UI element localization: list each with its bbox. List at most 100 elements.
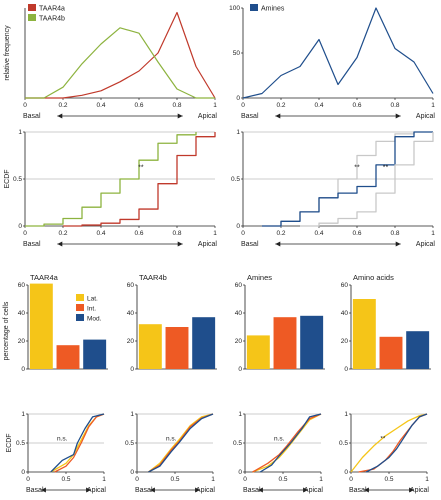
x-tick-label: 1	[213, 230, 217, 237]
y-axis-label: relative frequency	[4, 25, 11, 81]
bar-lat	[246, 335, 270, 369]
x-tick-label: 1	[211, 476, 215, 483]
y-tick-label: 0	[238, 366, 242, 373]
y-tick-label: 20	[127, 338, 135, 345]
legend-label: Lat.	[87, 296, 98, 303]
significance-annotation: **	[354, 165, 360, 172]
legend-label: Mod.	[87, 316, 102, 323]
x-left-label: Basal	[23, 113, 41, 120]
x-tick-label: 1	[319, 476, 323, 483]
x-left-label: Basal	[135, 487, 153, 494]
bar-int	[273, 317, 297, 369]
x-tick-label: 0.6	[352, 102, 361, 109]
x-left-label: Basal	[26, 487, 44, 494]
series-line-amines	[242, 7, 434, 99]
arrow-head-right	[395, 113, 401, 119]
significance-annotation: n.s.	[274, 436, 285, 443]
x-tick-label: 0.8	[390, 230, 399, 237]
x-tick-label: 0	[241, 102, 245, 109]
x-right-label: Apical	[304, 487, 324, 494]
panel-title: TAAR4a	[30, 273, 59, 282]
y-tick-label: 0	[21, 366, 25, 373]
x-tick-label: 0.6	[134, 230, 143, 237]
y-tick-label: 1	[344, 411, 348, 418]
bar-mod	[300, 315, 324, 369]
series-line-taar4b	[25, 132, 197, 227]
y-tick-label: 1	[238, 411, 242, 418]
bar-lat	[352, 299, 376, 369]
x-tick-label: 0.2	[58, 102, 67, 109]
x-tick-label: 0.5	[384, 476, 393, 483]
chart-bar4: 0 20 40 60 Amino acids	[341, 273, 431, 373]
x-tick-label: 0.4	[314, 230, 323, 237]
y-tick-label: 0.5	[125, 440, 134, 447]
significance-annotation: **	[138, 165, 144, 172]
x-tick-label: 1	[431, 102, 435, 109]
bar-mod	[192, 317, 216, 369]
chart-sm2: 0 0.5 1 0 0.5 1 Basal Apical n.s.	[125, 411, 215, 494]
chart-ecdfB: 0 0.2 0.4 0.6 0.8 1 0 0.5 1 Basal Apical ** **	[231, 129, 435, 248]
x-right-label: Apical	[87, 487, 107, 494]
bar-mod	[406, 331, 430, 369]
x-left-label: Basal	[23, 241, 41, 248]
arrow-head-right	[177, 241, 183, 247]
bar-int	[379, 336, 403, 369]
chart-sm1: 0 0.5 1 0 0.5 1 ECDF Basal Apical n.s.	[6, 411, 106, 494]
x-tick-label: 0.8	[390, 102, 399, 109]
x-tick-label: 0.2	[276, 230, 285, 237]
panel-title: Amines	[247, 273, 272, 282]
x-tick-label: 1	[102, 476, 106, 483]
series-line-taar4a	[63, 132, 216, 227]
significance-annotation: n.s.	[166, 436, 177, 443]
legend-swatch-int-	[76, 304, 84, 311]
y-tick-label: 50	[233, 50, 241, 57]
legend-swatch-amines	[250, 4, 258, 11]
y-tick-label: 0.5	[13, 176, 22, 183]
panel-title: Amino acids	[353, 273, 394, 282]
bar-mod	[83, 339, 107, 369]
x-right-label: Apical	[198, 241, 218, 248]
y-tick-label: 1	[18, 129, 22, 136]
x-tick-label: 1	[425, 476, 429, 483]
x-tick-label: 0.8	[172, 230, 181, 237]
bar-int	[56, 345, 80, 369]
y-tick-label: 0	[236, 95, 240, 102]
x-right-label: Apical	[196, 487, 216, 494]
y-tick-label: 0.5	[16, 440, 25, 447]
chart-freqA: 0 0.2 0.4 0.6 0.8 1 relative frequency Basal Api…	[4, 4, 217, 120]
y-tick-label: 60	[341, 282, 349, 289]
x-tick-label: 0.6	[352, 230, 361, 237]
arrow-head-left	[363, 487, 369, 493]
arrow-head-left	[149, 487, 155, 493]
x-right-label: Apical	[410, 487, 430, 494]
y-tick-label: 40	[18, 310, 26, 317]
arrow-head-left	[57, 241, 63, 247]
y-tick-label: 0	[344, 366, 348, 373]
arrow-head-right	[409, 487, 415, 493]
y-tick-label: 0	[236, 223, 240, 230]
bar-int	[165, 327, 189, 369]
series-line-int-	[54, 413, 105, 473]
x-tick-label: 0	[243, 476, 247, 483]
series-line-mod-	[50, 413, 105, 473]
y-tick-label: 0	[344, 469, 348, 476]
arrow-head-left	[257, 487, 263, 493]
arrow-head-left	[275, 241, 281, 247]
panel-title: TAAR4b	[139, 273, 167, 282]
x-tick-label: 1	[431, 230, 435, 237]
y-tick-label: 20	[341, 338, 349, 345]
x-tick-label: 0.5	[170, 476, 179, 483]
x-left-label: Basal	[349, 487, 367, 494]
chart-bar3: 0 20 40 60 Amines	[235, 273, 325, 373]
y-tick-label: 1	[130, 411, 134, 418]
x-tick-label: 0	[135, 476, 139, 483]
legend-label: Int.	[87, 306, 96, 313]
legend-label: TAAR4a	[39, 6, 65, 13]
bar-lat	[138, 324, 162, 369]
arrow-head-right	[395, 241, 401, 247]
chart-bar2: 0 20 40 60 TAAR4b	[127, 273, 217, 373]
series-line-taar4b	[25, 27, 215, 99]
y-tick-label: 0.5	[233, 440, 242, 447]
x-tick-label: 0.2	[58, 230, 67, 237]
